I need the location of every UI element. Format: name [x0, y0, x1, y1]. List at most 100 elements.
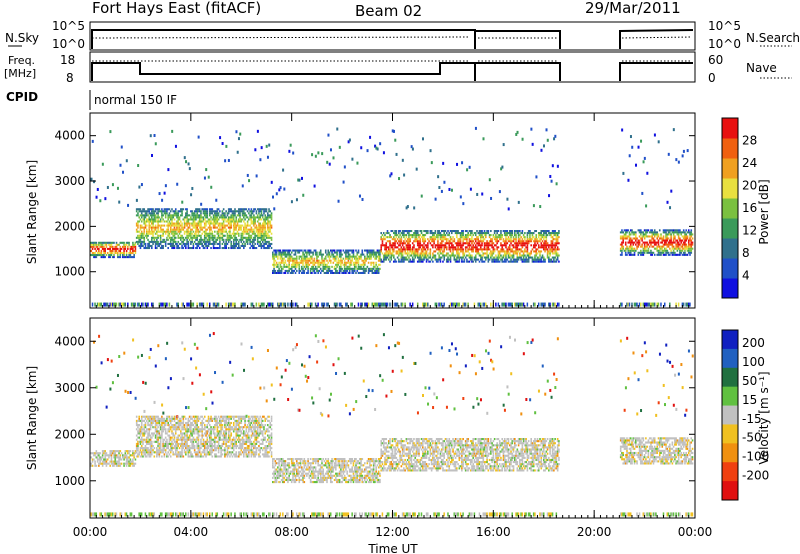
- range-cell: [157, 234, 159, 237]
- range-cell: [463, 254, 466, 257]
- range-cell: [176, 244, 178, 248]
- range-cell: [500, 242, 502, 245]
- range-cell: [237, 224, 240, 227]
- range-cell: [650, 231, 652, 234]
- range-cell: [288, 255, 290, 258]
- range-cell: [478, 240, 481, 243]
- range-cell: [429, 252, 432, 255]
- range-cell: [232, 216, 235, 219]
- range-cell: [679, 231, 681, 234]
- range-cell: [495, 240, 497, 243]
- range-cell: [154, 226, 157, 229]
- range-cell: [449, 238, 452, 241]
- range-cell: [342, 271, 345, 274]
- range-cell: [506, 252, 509, 255]
- ground-cell: [395, 302, 398, 307]
- range-cell: [375, 255, 377, 258]
- range-cell: [201, 228, 204, 231]
- ground-cell: [365, 302, 367, 307]
- range-cell: [623, 233, 626, 236]
- scatter-cell: [429, 149, 432, 153]
- range-cell: [139, 440, 142, 443]
- range-cell: [685, 243, 688, 246]
- range-cell: [139, 447, 142, 450]
- range-cell: [253, 224, 255, 227]
- range-cell: [421, 246, 424, 249]
- range-cell: [501, 244, 503, 247]
- range-cell: [482, 236, 485, 239]
- range-cell: [275, 251, 278, 254]
- range-cell: [556, 256, 559, 259]
- range-cell: [179, 220, 182, 223]
- ground-cell: [549, 302, 551, 307]
- ground-cell: [307, 302, 309, 307]
- range-cell: [229, 218, 231, 221]
- range-cell: [309, 257, 312, 260]
- range-cell: [119, 241, 122, 244]
- range-cell: [232, 222, 235, 225]
- scatter-cell: [91, 139, 94, 143]
- range-cell: [525, 258, 527, 261]
- ground-cell: [519, 302, 521, 307]
- range-cell: [420, 232, 423, 235]
- range-cell: [210, 208, 212, 211]
- range-cell: [364, 259, 366, 262]
- range-cell: [495, 260, 497, 263]
- range-cell: [317, 259, 319, 262]
- scatter-cell: [369, 135, 372, 139]
- range-cell: [336, 271, 338, 274]
- range-cell: [507, 246, 510, 249]
- range-cell: [312, 263, 314, 266]
- scatter-cell: [109, 130, 112, 134]
- range-cell: [679, 251, 681, 254]
- range-cell: [375, 269, 377, 272]
- range-cell: [631, 245, 633, 248]
- range-cell: [558, 236, 560, 239]
- range-cell: [558, 248, 560, 251]
- range-cell: [663, 253, 666, 256]
- range-cell: [318, 251, 321, 254]
- range-cell: [135, 438, 138, 441]
- range-cell: [493, 238, 496, 241]
- scatter-cell: [646, 171, 649, 175]
- range-cell: [621, 237, 623, 240]
- range-cell: [261, 238, 264, 241]
- range-cell: [129, 458, 132, 461]
- range-cell: [515, 258, 517, 261]
- range-cell: [179, 214, 182, 217]
- range-cell: [207, 242, 210, 245]
- range-cell: [515, 260, 517, 263]
- range-cell: [361, 251, 364, 254]
- ground-cell: [98, 302, 100, 307]
- range-cell: [230, 214, 233, 217]
- range-cell: [302, 253, 304, 256]
- range-cell: [321, 253, 323, 256]
- range-cell: [555, 236, 558, 239]
- range-cell: [251, 247, 254, 250]
- range-cell: [461, 244, 463, 247]
- range-cell: [428, 256, 430, 259]
- range-cell: [198, 230, 201, 233]
- range-cell: [343, 265, 346, 268]
- range-cell: [157, 208, 159, 211]
- range-cell: [225, 220, 227, 223]
- range-cell: [137, 447, 139, 450]
- range-cell: [128, 452, 130, 455]
- range-cell: [90, 241, 93, 244]
- range-cell: [487, 246, 490, 249]
- range-cell: [288, 251, 290, 254]
- range-cell: [187, 220, 190, 223]
- range-cell: [182, 236, 185, 239]
- range-cell: [174, 212, 177, 215]
- range-cell: [263, 236, 265, 239]
- range-cell: [408, 240, 410, 243]
- range-cell: [309, 271, 312, 274]
- range-cell: [439, 242, 442, 245]
- ground-cell: [125, 512, 128, 517]
- range-cell: [520, 248, 522, 251]
- range-cell: [227, 220, 230, 223]
- range-cell: [225, 247, 227, 250]
- range-cell: [427, 248, 429, 251]
- range-cell: [519, 252, 521, 255]
- range-cell: [229, 220, 231, 223]
